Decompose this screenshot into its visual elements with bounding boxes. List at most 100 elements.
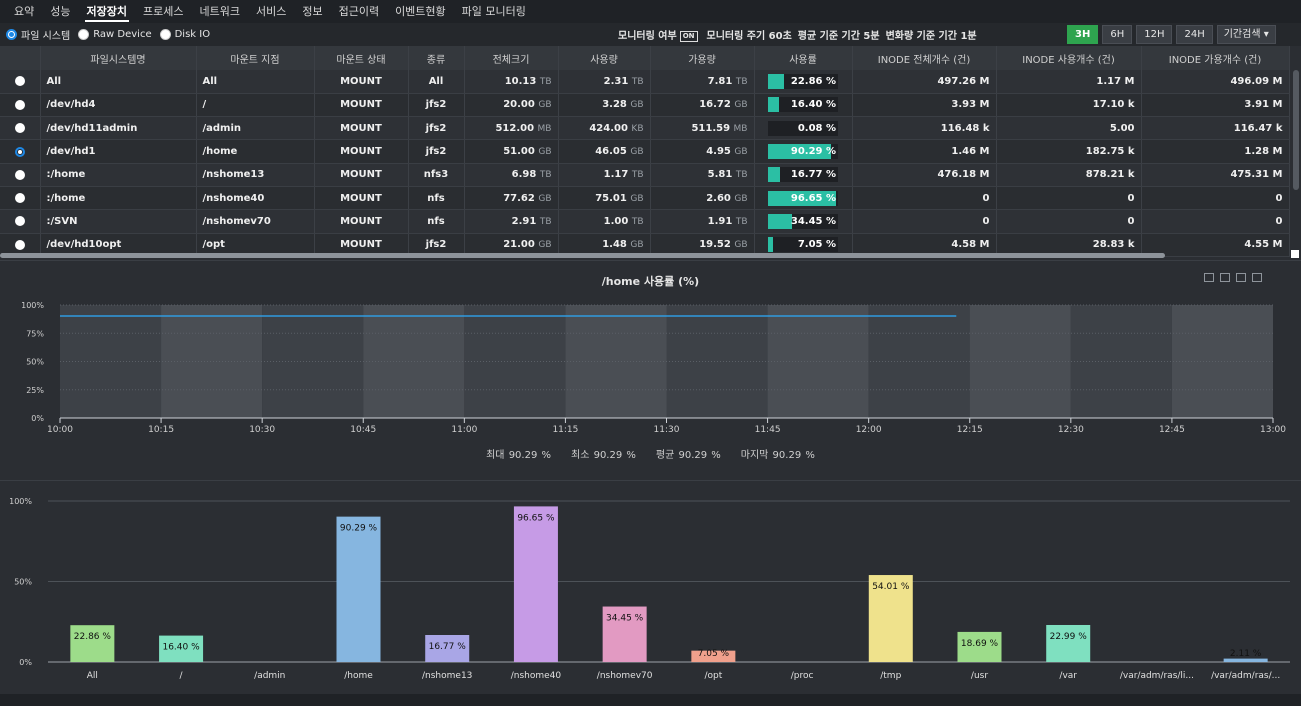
radio-circle-icon[interactable] [159, 29, 171, 40]
row-radio-icon[interactable] [14, 169, 25, 180]
cell-available: 5.81 TB [650, 163, 755, 187]
usage-bar: 7.05 % [768, 237, 838, 253]
column-header-6[interactable]: 사용량 [558, 46, 651, 70]
column-header-0[interactable] [0, 46, 41, 70]
cell-filesystem: /dev/hd11admin [40, 116, 197, 141]
table-vertical-scrollbar[interactable] [1293, 70, 1299, 190]
cell-available-unit: TB [735, 216, 748, 227]
table-row[interactable]: :/home/nshome40 MOUNT nfs 77.62 GB 75.01 GB 2… [0, 186, 1290, 211]
column-header-8[interactable]: 사용률 [754, 46, 853, 70]
device-type-radios: 파일 시스템 Raw Device Disk IO [0, 27, 218, 42]
radio-2[interactable]: Disk IO [159, 29, 211, 40]
row-select-cell[interactable] [0, 209, 41, 234]
column-header-2[interactable]: 마운트 지점 [196, 46, 315, 70]
table-row[interactable]: /dev/hd1/home MOUNT jfs2 51.00 GB 46.05 GB 4.… [0, 139, 1290, 164]
filesystem-table: 파일시스템명 마운트 지점 마운트 상태 종류 전체크기 사용량 가용량 사용률 INODE 전… [0, 46, 1290, 257]
bar[interactable] [513, 506, 558, 662]
radio-0[interactable]: 파일 시스템 [6, 27, 70, 42]
column-header-7[interactable]: 가용량 [650, 46, 755, 70]
bar[interactable] [1046, 624, 1091, 662]
table-row[interactable]: :/home/nshome13 MOUNT nfs3 6.98 TB 1.17 TB 5.… [0, 163, 1290, 187]
period-search-dropdown[interactable]: 기간검색 ▾ [1216, 25, 1276, 44]
usage-bar-label: 22.86 % [790, 75, 836, 87]
cell-filesystem: :/home [40, 163, 197, 187]
row-radio-icon[interactable] [14, 76, 25, 87]
nav-tab-9[interactable]: 파일 모니터링 [461, 5, 526, 18]
cell-mount-point: /home [196, 139, 315, 164]
column-header-11[interactable]: INODE 가용개수 (건) [1141, 46, 1290, 70]
nav-tab-7[interactable]: 접근이력 [338, 5, 380, 18]
row-select-cell[interactable] [0, 70, 41, 94]
column-header-10[interactable]: INODE 사용개수 (건) [996, 46, 1142, 70]
usage-bar: 16.77 % [768, 167, 838, 183]
column-header-4[interactable]: 종류 [408, 46, 465, 70]
column-header-9[interactable]: INODE 전체개수 (건) [852, 46, 997, 70]
nav-tab-1[interactable]: 성능 [50, 5, 71, 18]
usage-bar: 22.86 % [768, 73, 838, 89]
bar-category-label: /tmp [880, 671, 901, 681]
y-tick-label: 50% [26, 358, 44, 367]
y-tick-label: 25% [26, 386, 44, 395]
cell-total-size: 51.00 GB [464, 139, 559, 164]
nav-tab-0[interactable]: 요약 [14, 5, 35, 18]
usage-bar-label: 0.08 % [797, 122, 836, 134]
period-button-12h[interactable]: 12H [1136, 25, 1173, 44]
nav-tab-5[interactable]: 서비스 [255, 5, 287, 18]
period-button-24h[interactable]: 24H [1176, 25, 1213, 44]
bar[interactable] [70, 625, 115, 662]
x-tick-label: 11:00 [451, 425, 477, 435]
row-select-cell[interactable] [0, 116, 41, 141]
cell-used: 46.05 GB [558, 139, 651, 164]
table-horizontal-scrollbar[interactable] [0, 253, 1165, 258]
row-select-cell[interactable] [0, 139, 41, 164]
table-row[interactable]: All All MOUNT All 10.13 TB 2.31 TB 7.81 TB 22.8… [0, 70, 1290, 94]
table-row[interactable]: :/SVN/nshomev70 MOUNT nfs 2.91 TB 1.00 TB 1.9… [0, 209, 1290, 234]
image-save-icon[interactable] [1236, 273, 1246, 282]
nav-tab-8[interactable]: 이벤트현황 [395, 5, 446, 18]
table-row[interactable]: /dev/hd4/MOUNT jfs2 20.00 GB 3.28 GB 16.72 G… [0, 93, 1290, 118]
period-button-6h[interactable]: 6H [1102, 25, 1133, 44]
column-header-5[interactable]: 전체크기 [464, 46, 559, 70]
x-tick-label: 10:15 [148, 425, 174, 435]
row-radio-icon[interactable] [14, 193, 25, 204]
print-icon[interactable] [1252, 273, 1262, 282]
row-radio-icon[interactable] [14, 123, 25, 134]
line-chart-icon[interactable] [1204, 273, 1214, 282]
bar[interactable] [159, 635, 204, 662]
cell-usage-rate: 34.45 % [754, 209, 853, 234]
bar[interactable] [602, 606, 647, 662]
bar[interactable] [1223, 658, 1268, 662]
nav-tab-4[interactable]: 네트워크 [199, 5, 240, 18]
cell-inode-total: 1.46 M [852, 139, 997, 164]
radio-circle-icon[interactable] [6, 29, 17, 40]
bar[interactable] [691, 650, 736, 662]
nav-tab-2[interactable]: 저장장치 [79, 0, 135, 23]
cell-mount-point: /nshome13 [196, 163, 315, 187]
radio-circle-icon[interactable] [78, 29, 90, 40]
row-radio-icon[interactable] [14, 99, 25, 110]
cell-filesystem: /dev/hd1 [40, 139, 197, 164]
nav-tab-3[interactable]: 프로세스 [142, 5, 184, 18]
row-select-cell[interactable] [0, 163, 41, 187]
row-select-cell[interactable] [0, 186, 41, 211]
row-radio-icon[interactable] [14, 216, 25, 227]
bar[interactable] [868, 575, 913, 662]
row-radio-icon[interactable] [14, 146, 25, 157]
radio-1[interactable]: Raw Device [78, 29, 152, 40]
cell-used-unit: GB [630, 147, 644, 158]
period-button-3h[interactable]: 3H [1067, 25, 1099, 44]
cell-mount-state: MOUNT [314, 186, 409, 211]
table-view-icon[interactable] [1220, 273, 1230, 282]
cell-used-value: 424.00 [589, 122, 632, 134]
bar[interactable] [336, 516, 381, 662]
row-radio-icon[interactable] [14, 239, 25, 250]
radio-label: Disk IO [174, 29, 211, 40]
bar[interactable] [957, 631, 1002, 662]
cell-mount-state: MOUNT [314, 70, 409, 94]
column-header-1[interactable]: 파일시스템명 [40, 46, 197, 70]
bar[interactable] [425, 635, 470, 662]
nav-tab-6[interactable]: 정보 [302, 5, 323, 18]
table-row[interactable]: /dev/hd11admin/admin MOUNT jfs2 512.00 MB 42… [0, 116, 1290, 141]
column-header-3[interactable]: 마운트 상태 [314, 46, 409, 70]
row-select-cell[interactable] [0, 93, 41, 118]
